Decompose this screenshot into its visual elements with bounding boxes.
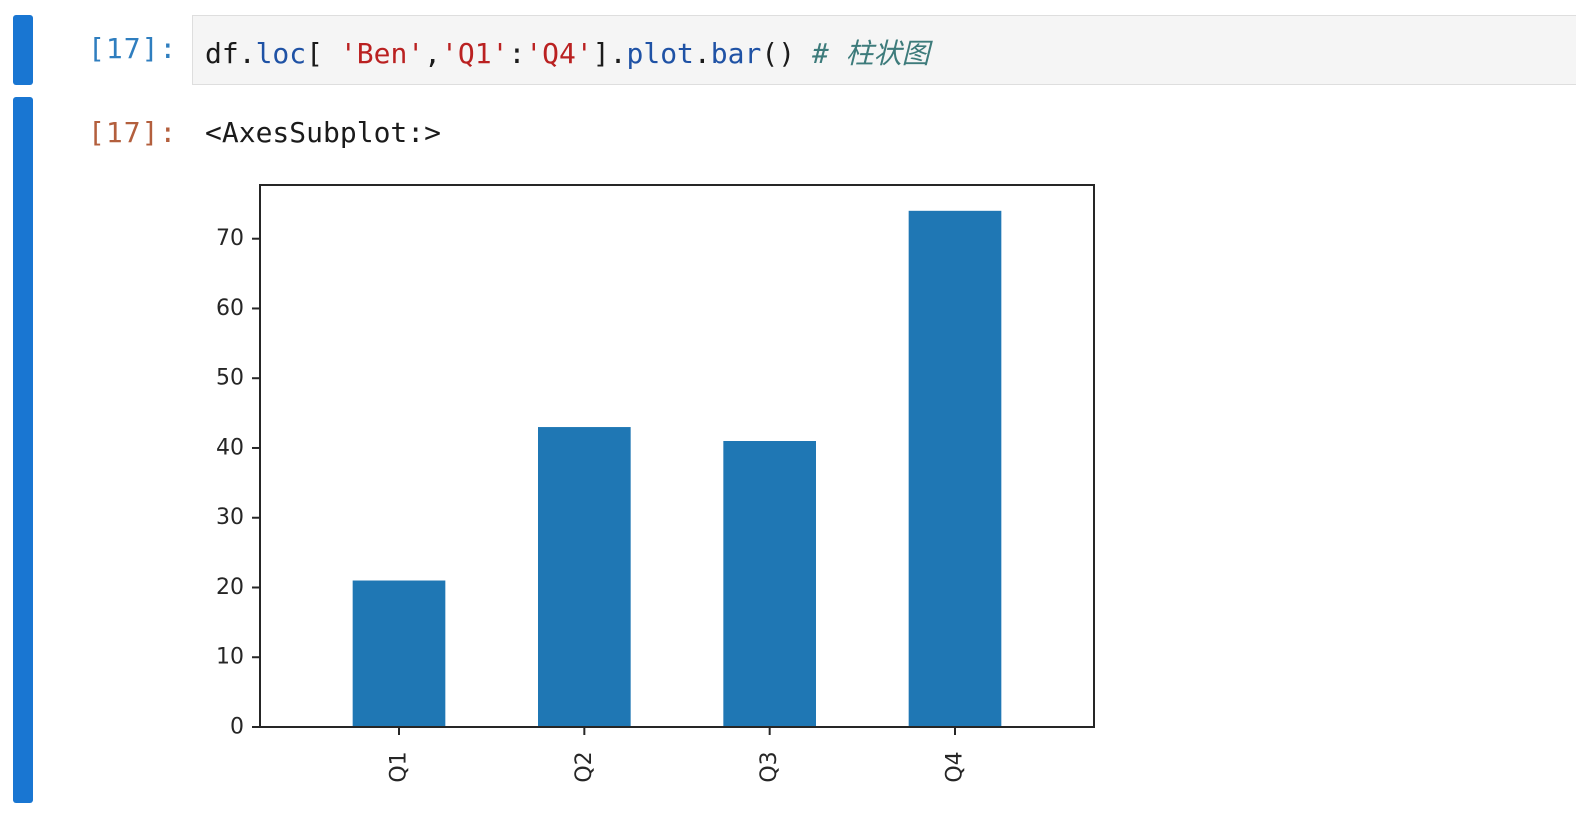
code-token: () (761, 37, 796, 70)
bar-q3 (723, 441, 816, 727)
output-prompt: [17]: (88, 116, 178, 149)
code-token: 'Ben' (339, 37, 425, 70)
y-tick-label: 30 (216, 505, 244, 530)
output-cell-collapser[interactable] (13, 97, 33, 803)
x-tick-label: Q3 (757, 751, 782, 782)
y-tick-label: 20 (216, 575, 244, 600)
y-tick-label: 70 (216, 226, 244, 251)
y-tick-label: 50 (216, 366, 244, 391)
code-token: plot (626, 37, 694, 70)
code-token: ] (592, 37, 610, 70)
code-token: df (205, 37, 239, 70)
ticks-layer: Q1 Q2 Q3 Q4 0 10 20 30 40 50 60 70 (216, 226, 968, 782)
code-token (795, 37, 812, 70)
code-token: : (508, 37, 526, 70)
bar-q1 (352, 580, 446, 727)
y-tick-label: 10 (216, 645, 244, 670)
axes-frame (259, 184, 1095, 728)
code-token: . (609, 37, 627, 70)
bar-q4 (908, 210, 1002, 728)
code-token: , (424, 37, 442, 70)
code-token: . (238, 37, 256, 70)
x-tick-label: Q2 (572, 751, 597, 782)
y-tick-label: 40 (216, 435, 244, 460)
bars-layer (352, 210, 1002, 728)
code-comment: # 柱状图 (811, 37, 930, 70)
input-prompt: [17]: (88, 32, 178, 65)
code-token: 'Q1' (441, 37, 509, 70)
x-tick-label: Q4 (943, 751, 968, 782)
input-cell-collapser[interactable] (13, 15, 33, 85)
y-tick-label: 0 (230, 715, 244, 740)
y-tick-label: 60 (216, 296, 244, 321)
code-token: bar (710, 37, 762, 70)
output-text: <AxesSubplot:> (205, 116, 442, 149)
code-token: . (693, 37, 711, 70)
code-editor[interactable]: df.loc[ 'Ben','Q1':'Q4'].plot.bar() # 柱状… (192, 15, 1576, 85)
code-line[interactable]: df.loc[ 'Ben','Q1':'Q4'].plot.bar() # 柱状… (205, 32, 930, 72)
code-token: [ (306, 37, 340, 70)
code-token: loc (255, 37, 307, 70)
code-token: 'Q4' (525, 37, 593, 70)
x-tick-label: Q1 (387, 751, 412, 782)
bar-chart: Q1 Q2 Q3 Q4 0 10 20 30 40 50 60 70 (216, 184, 1095, 783)
bar-q2 (538, 427, 631, 727)
